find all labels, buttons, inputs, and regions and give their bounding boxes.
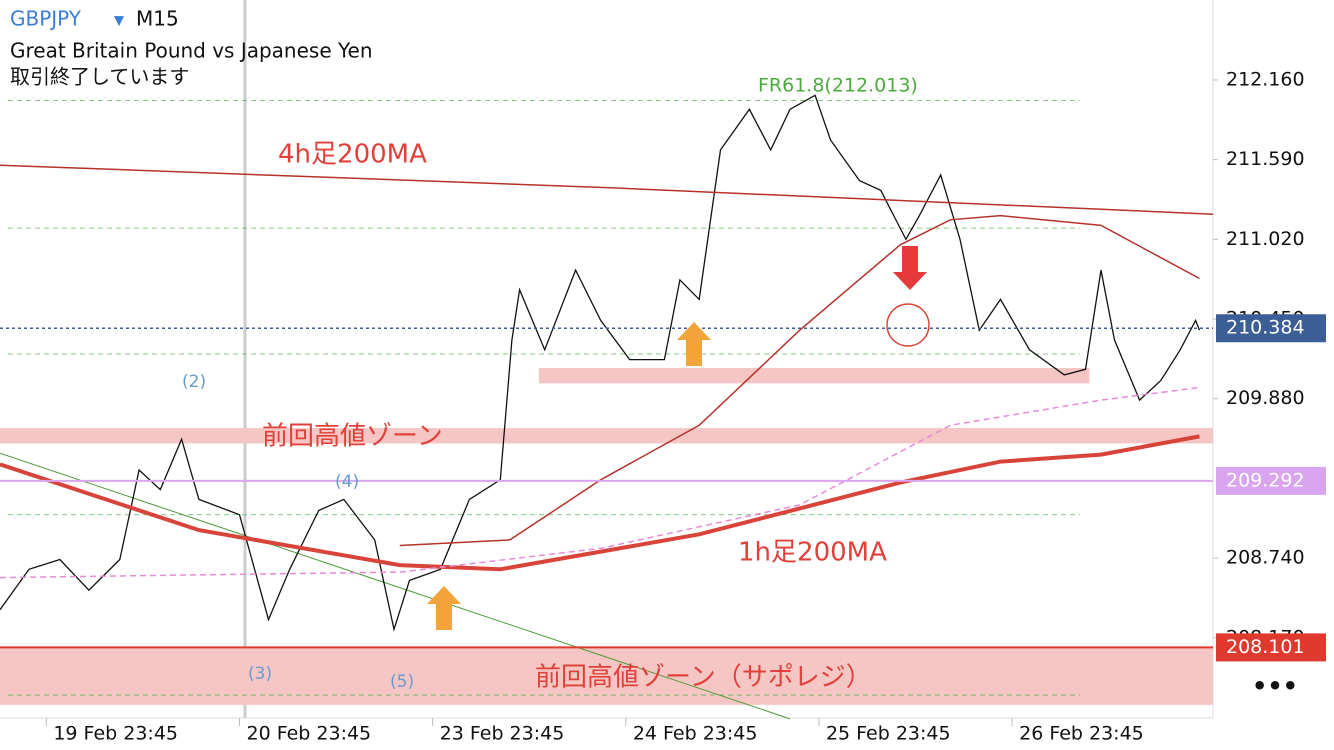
price-tag-label: 210.384 — [1226, 317, 1305, 339]
highlight-circle — [886, 303, 930, 347]
zone — [0, 428, 1213, 444]
annotation: (4) — [335, 472, 359, 492]
y-tick-label: 209.880 — [1226, 387, 1305, 409]
y-tick-label: 211.020 — [1226, 228, 1305, 250]
y-tick-label: 208.740 — [1226, 547, 1305, 569]
x-tick-label: 25 Feb 23:45 — [826, 723, 951, 745]
moving-average — [0, 434, 1200, 572]
market-status: 取引終了しています — [10, 65, 189, 89]
price-line — [0, 94, 1201, 632]
x-tick-label: 19 Feb 23:45 — [53, 723, 178, 745]
x-tick-label: 23 Feb 23:45 — [440, 723, 565, 745]
arrow — [427, 586, 461, 630]
annotation: 前回高値ゾーン — [262, 422, 443, 452]
annotation: (3) — [248, 664, 272, 684]
annotation: 前回高値ゾーン（サポレジ） — [535, 663, 872, 693]
timeframe[interactable]: M15 — [136, 7, 179, 31]
price-tag-label: 209.292 — [1226, 469, 1305, 491]
annotation: FR61.8(212.013) — [758, 75, 918, 97]
arrow — [893, 246, 927, 290]
price-tag — [1216, 466, 1326, 495]
x-tick-label: 24 Feb 23:45 — [633, 723, 758, 745]
price-tag — [1216, 314, 1326, 343]
trendline — [0, 452, 791, 720]
moving-average — [0, 164, 1214, 215]
moving-average — [399, 214, 1200, 547]
symbol-dropdown[interactable]: ▼ — [114, 14, 124, 29]
y-tick-label: 211.590 — [1226, 148, 1305, 170]
annotation: 1h足200MA — [738, 538, 887, 568]
price-tag-label: 208.101 — [1226, 636, 1305, 658]
annotation: (5) — [390, 672, 414, 692]
annotation: 4h足200MA — [278, 140, 427, 170]
instrument-name: Great Britain Pound vs Japanese Yen — [10, 39, 373, 63]
y-tick-label: 212.160 — [1226, 68, 1305, 90]
price-tag — [1216, 633, 1326, 662]
more-menu[interactable]: ••• — [1252, 672, 1298, 700]
zone — [538, 367, 1090, 384]
moving-average — [0, 386, 1200, 579]
x-tick-label: 20 Feb 23:45 — [247, 723, 372, 745]
symbol[interactable]: GBPJPY — [10, 7, 82, 31]
arrow — [677, 322, 711, 366]
annotation: (2) — [182, 372, 206, 392]
x-tick-label: 26 Feb 23:45 — [1019, 723, 1144, 745]
